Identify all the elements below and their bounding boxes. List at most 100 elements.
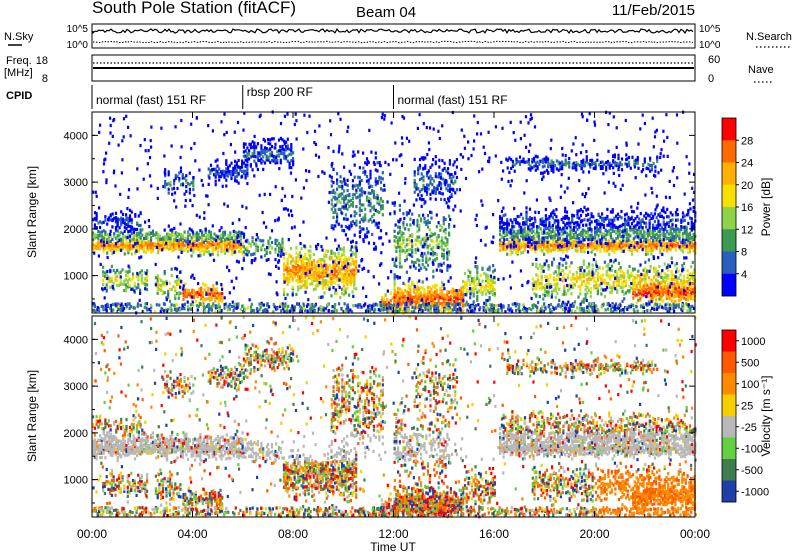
echo-cell [199,250,202,254]
echo-cell [418,240,421,244]
echo-cell [402,237,405,242]
echo-cell [124,270,128,274]
echo-cell [587,234,590,238]
echo-cell [95,212,98,216]
echo-cell [174,297,177,301]
echo-cell [292,151,295,155]
echo-cell [576,214,579,218]
echo-cell [572,225,576,229]
echo-cell [216,253,220,257]
echo-cell [609,246,612,250]
echo-cell [332,227,335,231]
echo-cell [207,182,210,186]
echo-cell [644,274,647,278]
echo-cell [634,224,637,228]
echo-cell [564,226,567,230]
echo-cell [554,295,557,299]
echo-cell [642,268,645,272]
echo-cell [321,264,324,268]
echo-cell [441,293,444,297]
echo-cell [130,246,133,251]
echo-cell [344,194,347,198]
echo-cell [393,276,396,280]
echo-cell [523,229,526,233]
echo-cell [439,301,442,305]
echo-cell [209,243,212,247]
echo-cell [447,171,450,175]
cpid-segment-label: rbsp 200 RF [247,85,313,99]
echo-cell [628,278,631,282]
echo-cell [116,247,119,251]
echo-cell [601,238,604,242]
echo-cell [642,277,645,281]
echo-cell [448,195,451,199]
echo-cell [416,288,419,292]
echo-cell [435,253,438,257]
echo-cell [514,240,518,244]
echo-cell [178,238,181,242]
echo-cell [393,239,396,243]
echo-cell [102,239,105,244]
echo-cell [434,285,437,289]
echo-cell [217,300,220,304]
echo-cell [312,262,315,266]
echo-cell [620,168,624,172]
echo-cell [627,219,630,223]
echo-cell [618,214,621,219]
echo-cell [439,286,442,290]
echo-cell [516,232,519,236]
echo-cell [307,262,310,266]
echo-cell [564,246,567,251]
echo-cell [162,239,165,243]
echo-cell [689,250,692,254]
echo-cell [414,292,417,296]
echo-cell [139,243,142,247]
echo-cell [683,218,686,222]
echo-cell [137,214,140,218]
echo-cell [238,240,241,244]
echo-cell [120,237,123,241]
echo-cell [107,248,110,252]
echo-cell [604,241,607,245]
echo-cell [652,226,655,230]
echo-cell [343,195,346,199]
echo-cell [113,246,116,250]
echo-cell [400,249,403,254]
echo-cell [671,240,674,244]
echo-cell [398,265,401,269]
echo-cell [134,250,137,254]
echo-cell [188,240,191,244]
echo-cell [244,154,247,158]
echo-cell [402,249,405,253]
echo-cell [139,246,142,250]
echo-cell [636,249,639,253]
echo-cell [676,227,679,231]
echo-cell [548,162,551,166]
echo-cell [687,244,690,248]
echo-cell [535,265,538,269]
echo-cell [681,238,685,242]
echo-cell [426,263,430,267]
echo-cell [518,230,521,234]
echo-cell [650,229,653,233]
echo-cell [156,274,159,278]
echo-cell [118,233,121,237]
echo-cell [616,231,620,235]
echo-cell [346,183,349,187]
echo-cell [458,288,461,292]
echo-cell [244,176,247,180]
echo-cell [692,209,695,213]
cpid-segment-label: normal (fast) 151 RF [398,93,508,107]
echo-cell [106,251,109,255]
echo-cell [358,225,361,229]
echo-cell [627,248,630,252]
echo-cell [439,295,442,299]
echo-cell [178,247,181,251]
echo-cell [456,294,459,298]
echo-cell [646,231,649,235]
echo-cell [128,243,132,247]
echo-cell [200,293,203,297]
echo-cell [242,245,245,249]
echo-cell [382,296,385,301]
echo-cell [481,292,484,296]
